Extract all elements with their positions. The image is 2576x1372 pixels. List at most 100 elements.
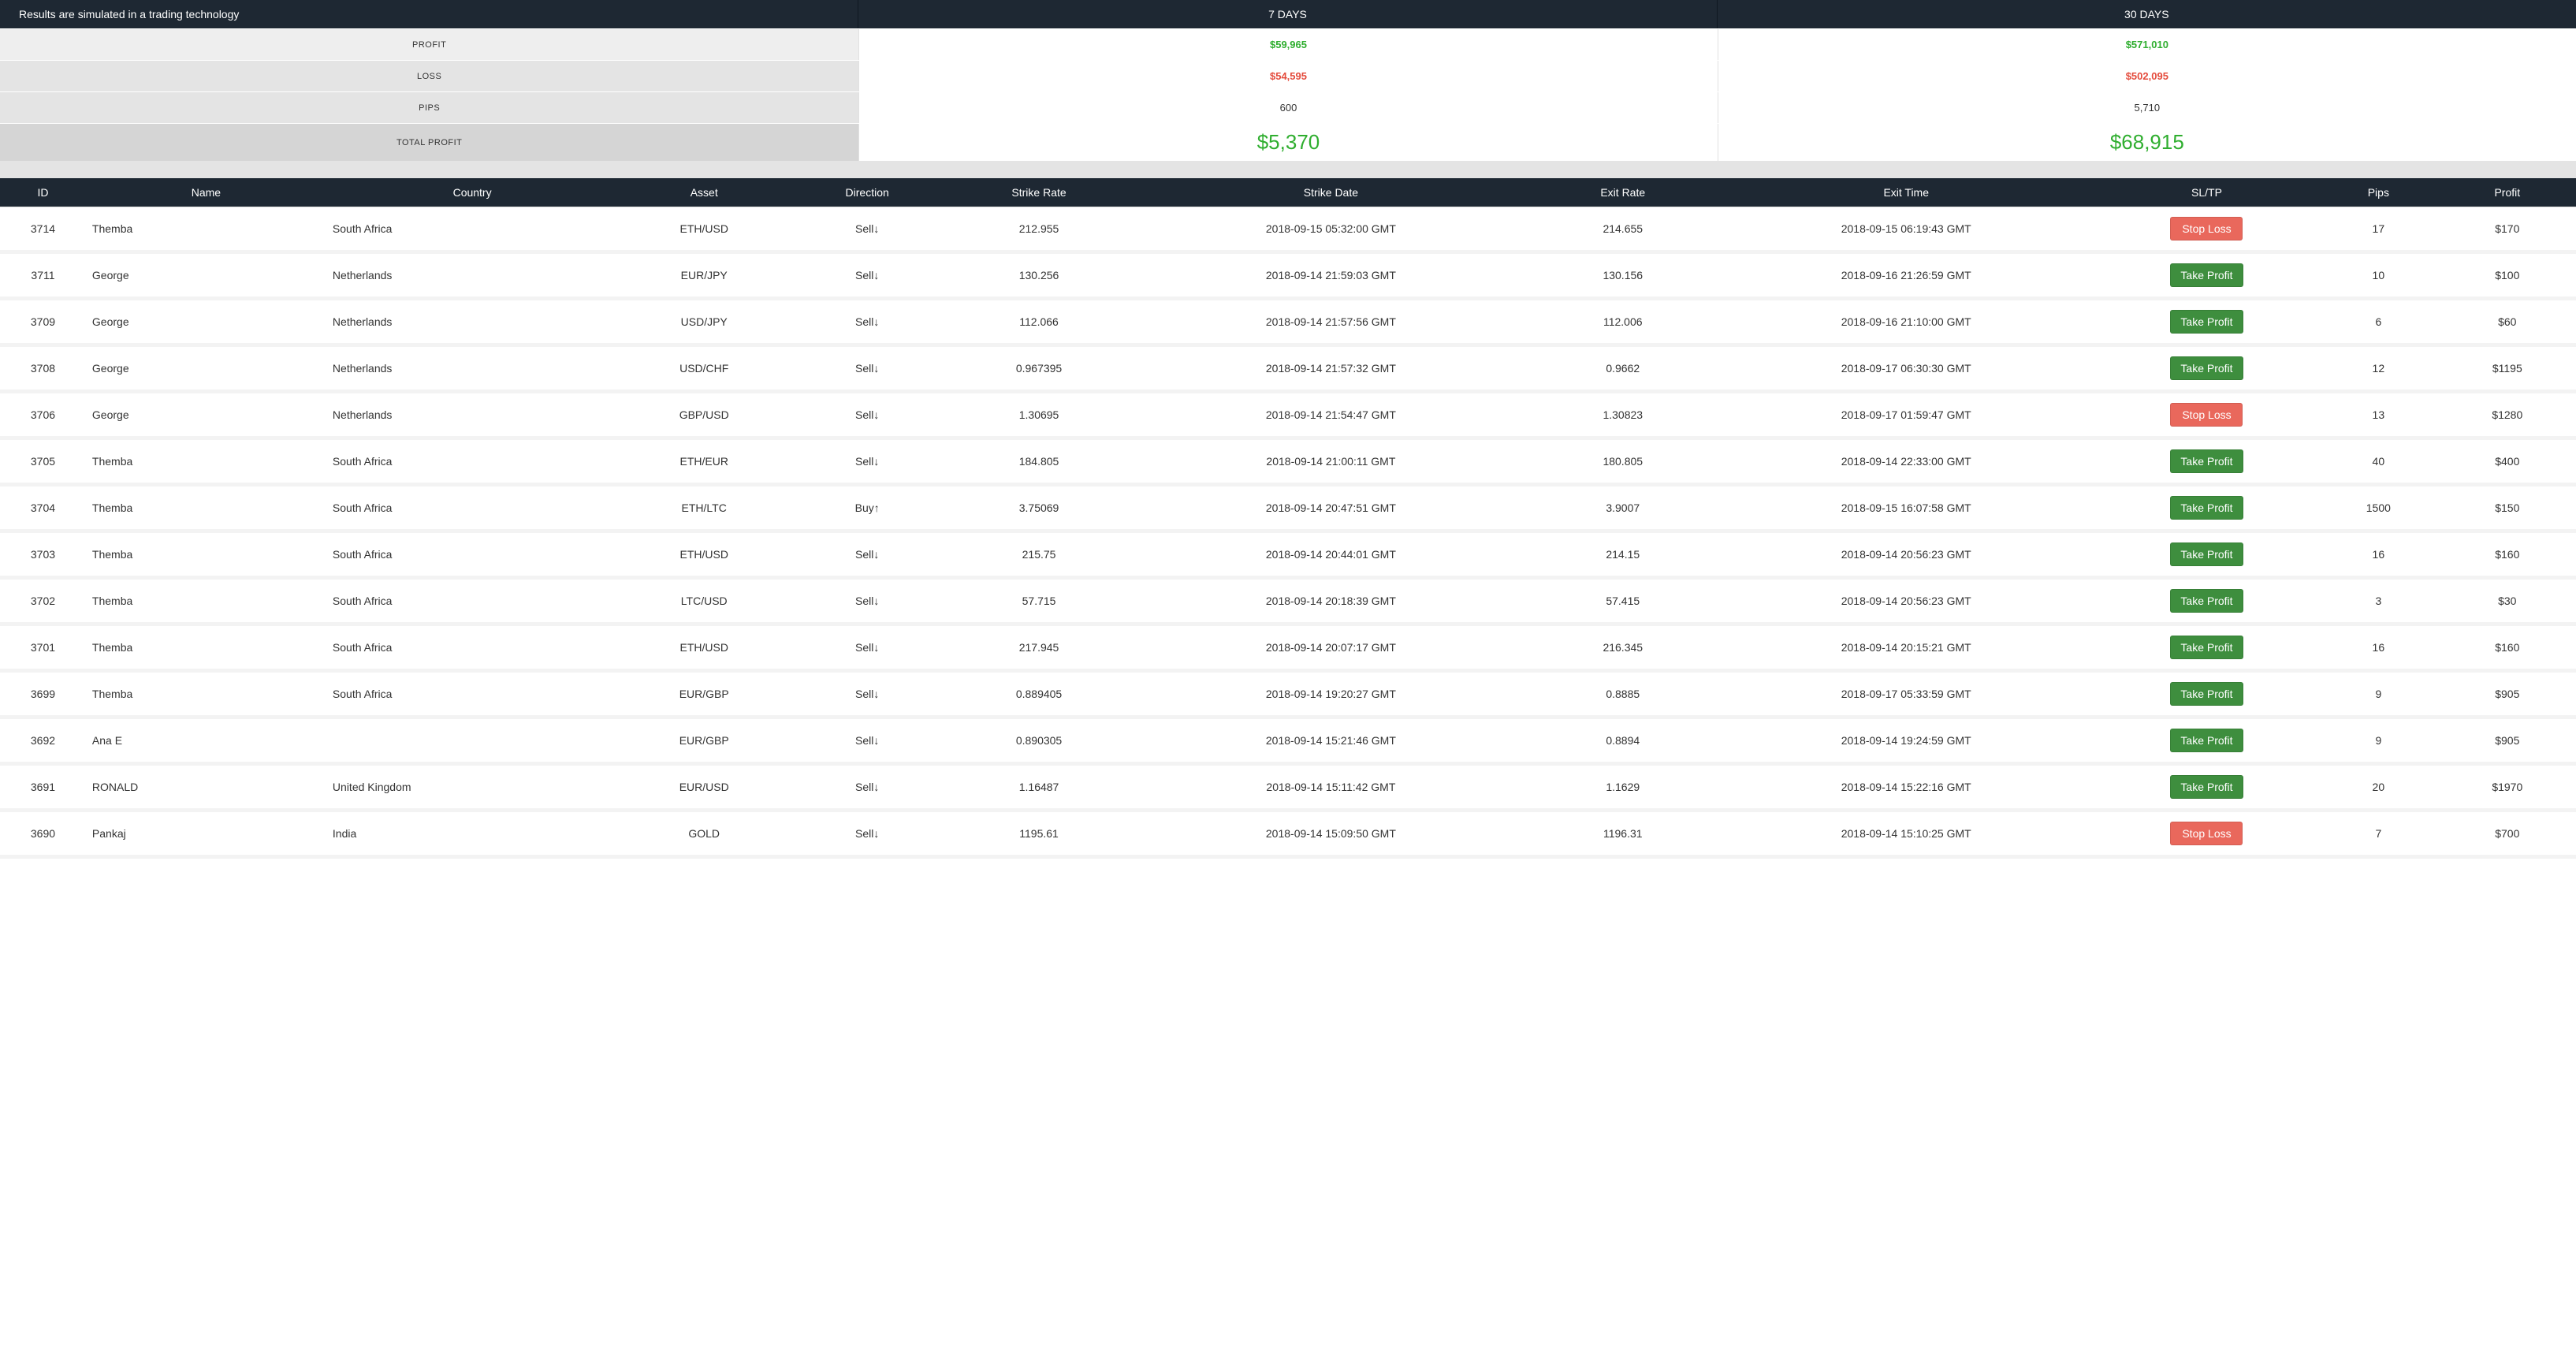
table-row[interactable]: 3704ThembaSouth AfricaETH/LTCBuy↑3.75069… <box>0 485 2576 531</box>
cell-id: 3704 <box>0 485 86 531</box>
cell-country: South Africa <box>326 531 618 578</box>
stop-loss-badge[interactable]: Stop Loss <box>2170 217 2243 240</box>
summary-total-7d: $5,370 <box>858 124 1717 161</box>
take-profit-badge[interactable]: Take Profit <box>2170 496 2243 520</box>
table-row[interactable]: 3703ThembaSouth AfricaETH/USDSell↓215.75… <box>0 531 2576 578</box>
arrow-down-icon: ↓ <box>873 781 879 793</box>
take-profit-badge[interactable]: Take Profit <box>2170 775 2243 799</box>
table-row[interactable]: 3701ThembaSouth AfricaETH/USDSell↓217.94… <box>0 624 2576 671</box>
cell-country: South Africa <box>326 207 618 252</box>
arrow-down-icon: ↓ <box>873 827 879 840</box>
cell-sltp: Take Profit <box>2095 345 2318 392</box>
cell-strike-rate: 0.967395 <box>944 345 1134 392</box>
summary-row-profit: PROFIT $59,965 $571,010 <box>0 28 2576 60</box>
table-row[interactable]: 3705ThembaSouth AfricaETH/EURSell↓184.80… <box>0 438 2576 485</box>
summary-profit-30d: $571,010 <box>1718 29 2576 60</box>
col-profit[interactable]: Profit <box>2439 178 2576 207</box>
arrow-down-icon: ↓ <box>873 641 879 654</box>
table-row[interactable]: 3692Ana EEUR/GBPSell↓0.8903052018-09-14 … <box>0 718 2576 764</box>
table-row[interactable]: 3702ThembaSouth AfricaLTC/USDSell↓57.715… <box>0 578 2576 624</box>
summary-row-loss: LOSS $54,595 $502,095 <box>0 60 2576 91</box>
cell-exit-rate: 1196.31 <box>1528 811 1718 857</box>
take-profit-badge[interactable]: Take Profit <box>2170 636 2243 659</box>
cell-strike-rate: 112.066 <box>944 299 1134 345</box>
summary-loss-7d: $54,595 <box>858 61 1717 91</box>
table-row[interactable]: 3690PankajIndiaGOLDSell↓1195.612018-09-1… <box>0 811 2576 857</box>
take-profit-badge[interactable]: Take Profit <box>2170 682 2243 706</box>
cell-exit-rate: 57.415 <box>1528 578 1718 624</box>
cell-country: United Kingdom <box>326 764 618 811</box>
col-country[interactable]: Country <box>326 178 618 207</box>
cell-id: 3711 <box>0 252 86 299</box>
cell-strike-date: 2018-09-14 20:47:51 GMT <box>1134 485 1528 531</box>
take-profit-badge[interactable]: Take Profit <box>2170 729 2243 752</box>
cell-strike-rate: 57.715 <box>944 578 1134 624</box>
cell-direction: Sell↓ <box>790 438 944 485</box>
col-direction[interactable]: Direction <box>790 178 944 207</box>
table-row[interactable]: 3691RONALDUnited KingdomEUR/USDSell↓1.16… <box>0 764 2576 811</box>
take-profit-badge[interactable]: Take Profit <box>2170 542 2243 566</box>
arrow-down-icon: ↓ <box>873 595 879 607</box>
table-row[interactable]: 3711GeorgeNetherlandsEUR/JPYSell↓130.256… <box>0 252 2576 299</box>
cell-sltp: Take Profit <box>2095 764 2318 811</box>
stop-loss-badge[interactable]: Stop Loss <box>2170 403 2243 427</box>
cell-asset: ETH/USD <box>618 531 790 578</box>
cell-asset: USD/JPY <box>618 299 790 345</box>
cell-sltp: Take Profit <box>2095 299 2318 345</box>
take-profit-badge[interactable]: Take Profit <box>2170 356 2243 380</box>
col-strike-date[interactable]: Strike Date <box>1134 178 1528 207</box>
cell-exit-time: 2018-09-14 20:15:21 GMT <box>1718 624 2095 671</box>
cell-pips: 3 <box>2318 578 2439 624</box>
table-row[interactable]: 3714ThembaSouth AfricaETH/USDSell↓212.95… <box>0 207 2576 252</box>
summary-total-30d: $68,915 <box>1718 124 2576 161</box>
cell-country: India <box>326 811 618 857</box>
table-row[interactable]: 3709GeorgeNetherlandsUSD/JPYSell↓112.066… <box>0 299 2576 345</box>
cell-country: South Africa <box>326 624 618 671</box>
cell-sltp: Take Profit <box>2095 531 2318 578</box>
cell-strike-rate: 1195.61 <box>944 811 1134 857</box>
col-exit-time[interactable]: Exit Time <box>1718 178 2095 207</box>
cell-exit-time: 2018-09-14 20:56:23 GMT <box>1718 578 2095 624</box>
table-row[interactable]: 3708GeorgeNetherlandsUSD/CHFSell↓0.96739… <box>0 345 2576 392</box>
cell-strike-rate: 0.889405 <box>944 671 1134 718</box>
cell-pips: 13 <box>2318 392 2439 438</box>
cell-exit-time: 2018-09-15 06:19:43 GMT <box>1718 207 2095 252</box>
col-asset[interactable]: Asset <box>618 178 790 207</box>
col-sltp[interactable]: SL/TP <box>2095 178 2318 207</box>
cell-profit: $700 <box>2439 811 2576 857</box>
table-row[interactable]: 3706GeorgeNetherlandsGBP/USDSell↓1.30695… <box>0 392 2576 438</box>
cell-direction: Sell↓ <box>790 671 944 718</box>
cell-strike-date: 2018-09-15 05:32:00 GMT <box>1134 207 1528 252</box>
cell-profit: $60 <box>2439 299 2576 345</box>
col-id[interactable]: ID <box>0 178 86 207</box>
take-profit-badge[interactable]: Take Profit <box>2170 449 2243 473</box>
cell-name: Ana E <box>86 718 326 764</box>
cell-sltp: Take Profit <box>2095 578 2318 624</box>
stop-loss-badge[interactable]: Stop Loss <box>2170 822 2243 845</box>
cell-sltp: Take Profit <box>2095 671 2318 718</box>
cell-sltp: Take Profit <box>2095 624 2318 671</box>
cell-strike-date: 2018-09-14 15:21:46 GMT <box>1134 718 1528 764</box>
table-row[interactable]: 3699ThembaSouth AfricaEUR/GBPSell↓0.8894… <box>0 671 2576 718</box>
summary-pips-7d: 600 <box>858 92 1717 123</box>
cell-exit-rate: 0.8885 <box>1528 671 1718 718</box>
col-name[interactable]: Name <box>86 178 326 207</box>
take-profit-badge[interactable]: Take Profit <box>2170 589 2243 613</box>
cell-strike-date: 2018-09-14 19:20:27 GMT <box>1134 671 1528 718</box>
take-profit-badge[interactable]: Take Profit <box>2170 263 2243 287</box>
cell-country: Netherlands <box>326 392 618 438</box>
cell-profit: $100 <box>2439 252 2576 299</box>
cell-pips: 10 <box>2318 252 2439 299</box>
col-pips[interactable]: Pips <box>2318 178 2439 207</box>
arrow-down-icon: ↓ <box>873 362 879 375</box>
take-profit-badge[interactable]: Take Profit <box>2170 310 2243 334</box>
section-spacer <box>0 161 2576 178</box>
cell-id: 3690 <box>0 811 86 857</box>
cell-pips: 9 <box>2318 718 2439 764</box>
col-strike-rate[interactable]: Strike Rate <box>944 178 1134 207</box>
cell-asset: ETH/USD <box>618 624 790 671</box>
col-exit-rate[interactable]: Exit Rate <box>1528 178 1718 207</box>
cell-exit-rate: 3.9007 <box>1528 485 1718 531</box>
arrow-up-icon: ↑ <box>874 501 880 514</box>
cell-direction: Sell↓ <box>790 207 944 252</box>
